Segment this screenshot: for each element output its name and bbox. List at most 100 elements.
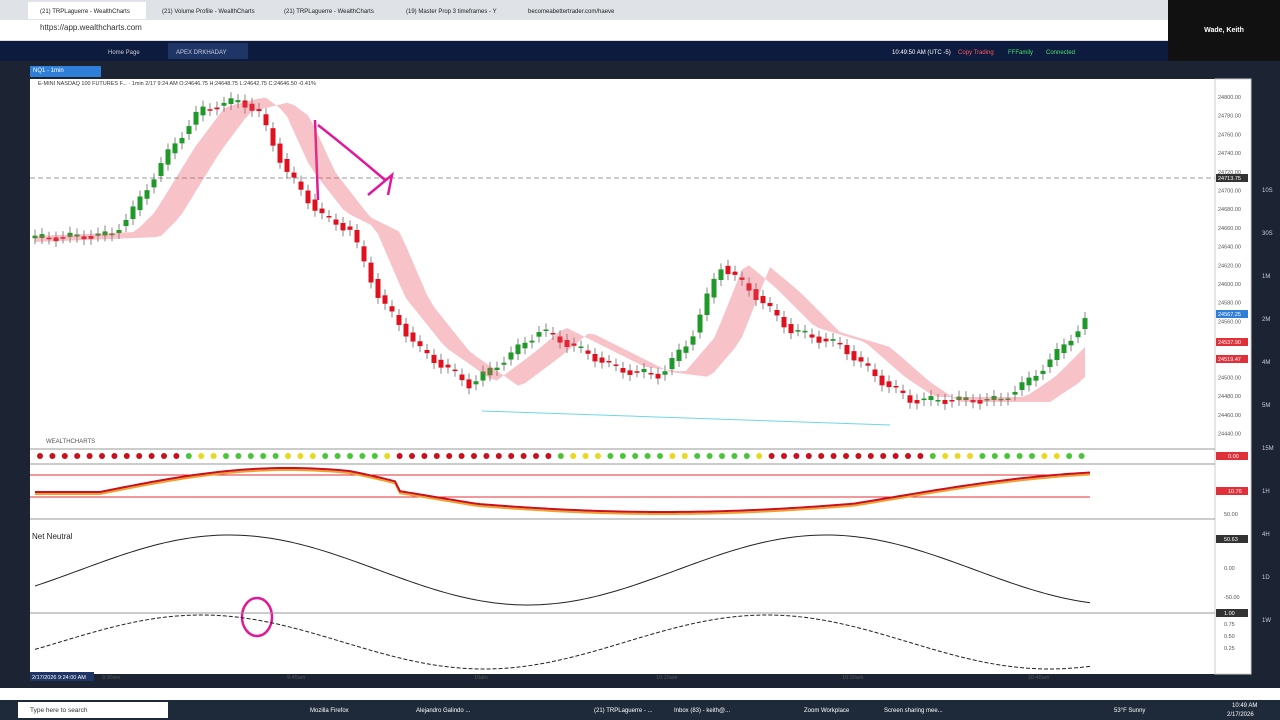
- candle: [235, 100, 241, 103]
- signal-dot: [855, 453, 862, 459]
- candle: [802, 330, 808, 333]
- candle: [1047, 359, 1053, 367]
- browser-tab[interactable]: [150, 2, 268, 19]
- signal-dot: [991, 453, 998, 459]
- taskbar-app[interactable]: Inbox (83) - keith@...: [674, 708, 730, 714]
- signal-dot: [892, 453, 899, 459]
- candle: [487, 367, 493, 376]
- search-placeholder: Type here to search: [30, 707, 88, 714]
- timeframe[interactable]: 1W: [1262, 618, 1271, 624]
- candle: [1033, 375, 1039, 381]
- tab-title: (21) Volume Profile - WealthCharts: [162, 9, 255, 15]
- timeframe[interactable]: 15M: [1262, 446, 1274, 452]
- drawn-circle: [240, 596, 274, 638]
- taskbar-app[interactable]: Alejandro Galindo ...: [416, 708, 471, 714]
- price-label: 24500.00: [1218, 376, 1241, 382]
- candle: [620, 368, 626, 373]
- candle: [872, 369, 878, 377]
- net-label: 50.63: [1224, 537, 1238, 543]
- timeframe[interactable]: 1D: [1262, 575, 1270, 581]
- candle: [914, 400, 920, 404]
- candle: [599, 357, 605, 363]
- browser-tab[interactable]: [272, 2, 390, 19]
- timeframe[interactable]: 30S: [1262, 231, 1273, 237]
- laguerre-fast: [35, 469, 1091, 516]
- nav-item[interactable]: APEX DRKHADAY: [176, 50, 227, 56]
- time-label: 10:15am: [656, 675, 678, 681]
- ind-box: [1216, 609, 1248, 617]
- browser-tab[interactable]: [28, 2, 146, 19]
- candle: [970, 400, 976, 403]
- candle: [347, 226, 353, 230]
- candle: [690, 336, 696, 345]
- signal-dot: [173, 453, 180, 459]
- candle: [39, 234, 45, 238]
- profile-video: Wade, Keith: [1168, 0, 1280, 62]
- candle: [865, 363, 871, 366]
- candle: [606, 361, 612, 363]
- price-label: 24740.00: [1218, 151, 1241, 157]
- candle: [900, 390, 906, 393]
- laguerre-slow: [35, 467, 1091, 514]
- candle: [879, 375, 885, 386]
- connection-status: Connected: [1046, 50, 1075, 56]
- address-bar: https://app.wealthcharts.com: [0, 20, 1280, 41]
- symbol-tab[interactable]: NQ1 - 1min: [30, 66, 101, 77]
- signal-dot: [483, 453, 490, 459]
- candle: [179, 137, 185, 144]
- candle: [949, 400, 955, 402]
- taskbar-app[interactable]: Zoom Workplace: [804, 708, 850, 714]
- signal-dot: [359, 453, 366, 459]
- signal-dot: [309, 453, 316, 459]
- candle: [53, 237, 59, 242]
- candle: [228, 98, 234, 104]
- candle: [410, 332, 416, 342]
- watermark: WEALTHCHARTS: [46, 439, 95, 445]
- timeframe[interactable]: 4H: [1262, 532, 1270, 538]
- signal-dot: [830, 453, 837, 459]
- signal-dot: [1066, 453, 1073, 459]
- signal-dot: [768, 453, 775, 459]
- timeframe[interactable]: 2M: [1262, 317, 1270, 323]
- candle: [298, 181, 304, 190]
- nav-item[interactable]: Home Page: [108, 50, 140, 56]
- candle: [368, 262, 374, 283]
- timeframe[interactable]: 1H: [1262, 489, 1270, 495]
- candle: [200, 106, 206, 116]
- pane-title: Net Neutral: [32, 532, 73, 541]
- signal-dot: [272, 453, 279, 459]
- candle: [669, 358, 675, 370]
- signal-dot: [867, 453, 874, 459]
- candle: [403, 323, 409, 337]
- browser-tab[interactable]: [394, 2, 512, 19]
- signal-dot: [929, 453, 936, 459]
- candle: [718, 269, 724, 280]
- task-date: 2/17/2026: [1227, 712, 1254, 718]
- candle: [214, 107, 220, 110]
- timeframe[interactable]: 4M: [1262, 360, 1270, 366]
- signal-dot: [334, 453, 341, 459]
- browser-tab[interactable]: [516, 2, 634, 19]
- candle: [151, 179, 157, 188]
- price-label: 24560.00: [1218, 319, 1241, 325]
- taskbar-app[interactable]: (21) TRPLaguerre - ...: [594, 708, 653, 714]
- osc-label: 0.75: [1224, 622, 1235, 628]
- taskbar-app[interactable]: Screen sharing mee...: [884, 708, 943, 714]
- timeframe[interactable]: 10S: [1262, 188, 1273, 194]
- signal-dot: [297, 453, 304, 459]
- candle: [116, 229, 122, 233]
- candle: [893, 386, 899, 388]
- candle: [32, 235, 38, 239]
- signal-dot: [619, 453, 626, 459]
- candle: [480, 371, 486, 381]
- taskbar-app[interactable]: Mozilla Firefox: [310, 708, 349, 714]
- signal-dot: [260, 453, 267, 459]
- url[interactable]: https://app.wealthcharts.com: [40, 23, 142, 32]
- timeframe[interactable]: 1M: [1262, 274, 1270, 280]
- signal-dot: [198, 453, 205, 459]
- signal-dot: [86, 453, 93, 459]
- signal-dot: [1016, 453, 1023, 459]
- copy-trading[interactable]: Copy Trading: [958, 50, 994, 56]
- search-box[interactable]: [18, 702, 168, 718]
- timeframe[interactable]: 5M: [1262, 403, 1270, 409]
